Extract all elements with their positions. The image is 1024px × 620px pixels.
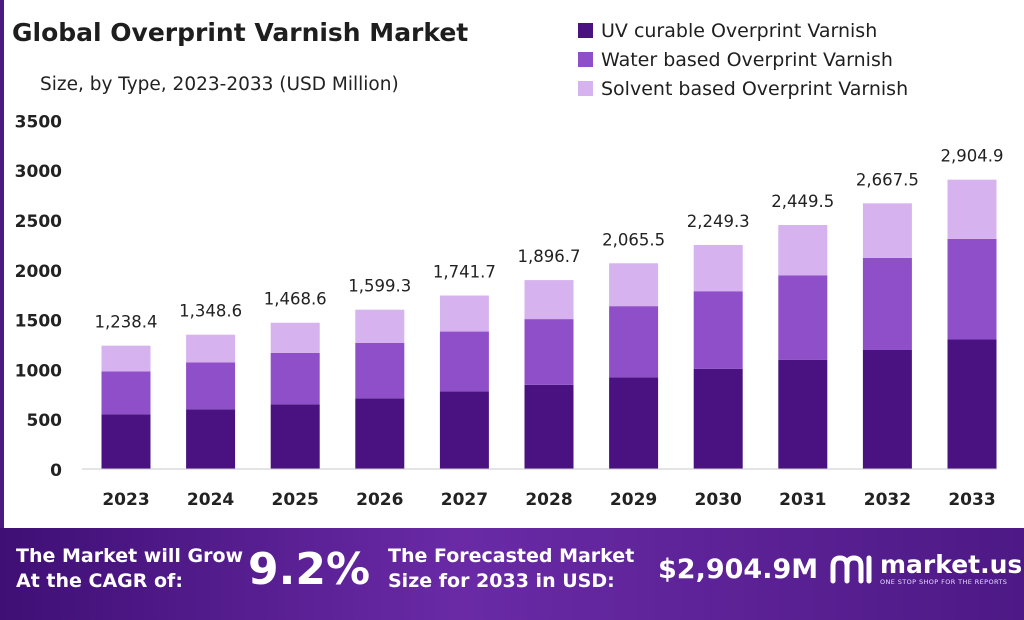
bar-segment-uv [609,377,659,469]
bar-segment-water [524,319,574,385]
legend-label-uv: UV curable Overprint Varnish [601,19,878,42]
x-tick-label: 2027 [441,490,488,510]
legend-swatch-water [578,52,593,67]
total-label: 2,904.9 [941,147,1004,166]
bar-segment-uv [524,384,574,469]
x-tick-label: 2025 [272,490,319,510]
x-tick-label: 2033 [948,490,995,510]
bar-segment-solvent [270,322,320,353]
x-tick-label: 2024 [187,490,234,510]
cagr-label-line2: At the CAGR of: [16,570,183,592]
bar-segment-water [693,291,743,369]
bar-segment-solvent [862,203,912,258]
bar-segment-solvent [947,179,997,239]
bar-segment-water [862,257,912,350]
bar-segment-water [778,275,828,360]
total-label: 2,449.5 [771,192,834,211]
total-label: 1,741.7 [433,263,496,282]
bar-segment-uv [355,398,405,469]
total-label: 1,896.7 [518,247,581,266]
x-tick-label: 2031 [779,490,826,510]
cagr-label-line1: The Market will Grow [16,545,244,567]
bar-segment-solvent [355,309,405,344]
legend-swatch-uv [578,23,593,38]
bar-segment-solvent [693,244,743,292]
y-tick-label: 1500 [15,312,62,332]
legend-item-uv: UV curable Overprint Varnish [578,16,908,45]
legend-swatch-solvent [578,81,593,96]
stacked-bar-chart: 0 500 1000 1500 2000 2500 3000 3500 1,238.4 1,34… [15,112,1004,510]
chart-title: Global Overprint Varnish Market [12,18,469,47]
total-label: 1,468.6 [264,290,327,309]
y-tick-label: 0 [50,461,62,481]
bar-segment-solvent [778,225,828,276]
forecast-label: The Forecasted Market Size for 2033 in U… [388,544,634,594]
total-label: 2,667.5 [856,170,919,189]
chart-subtitle: Size, by Type, 2023-2033 (USD Million) [40,74,399,95]
total-labels: 1,238.4 1,348.6 1,468.6 1,599.3 1,741.7 1,896… [95,147,1004,332]
legend-label-water: Water based Overprint Varnish [601,48,893,71]
bar-segment-uv [270,404,320,469]
market-us-logo-icon [830,555,872,584]
bar-segment-uv [439,391,489,469]
bar-segment-solvent [524,280,574,320]
forecast-label-line2: Size for 2033 in USD: [388,570,615,592]
bar-segment-water [355,343,405,399]
total-label: 1,599.3 [348,277,411,296]
bar-segment-uv [862,349,912,469]
bar-segment-uv [186,409,236,469]
x-tick-label: 2032 [864,490,911,510]
bar-segment-solvent [609,263,659,307]
y-axis: 0 500 1000 1500 2000 2500 3000 3500 [15,112,62,481]
brand-logo[interactable]: market.us ONE STOP SHOP FOR THE REPORTS [830,552,1022,586]
bar-segment-water [270,352,320,405]
cagr-label: The Market will Grow At the CAGR of: [16,544,243,594]
bar-segment-uv [693,368,743,469]
y-tick-label: 2500 [15,212,62,232]
bar-segment-water [609,306,659,378]
brand-tagline: ONE STOP SHOP FOR THE REPORTS [880,578,1008,586]
legend-item-solvent: Solvent based Overprint Varnish [578,74,908,103]
legend: UV curable Overprint Varnish Water based… [578,16,908,103]
bar-segment-water [186,362,236,410]
bar-segment-solvent [101,345,151,372]
x-axis: 2023 2024 2025 2026 2027 2028 2029 2030 2031 2032… [82,468,997,510]
y-tick-label: 3000 [15,162,62,182]
x-tick-label: 2029 [610,490,657,510]
legend-label-solvent: Solvent based Overprint Varnish [601,77,909,100]
y-tick-label: 3500 [15,112,62,132]
bar-segment-water [101,371,151,415]
y-tick-label: 500 [27,411,63,431]
x-tick-label: 2023 [102,490,149,510]
forecast-value: $2,904.9M [658,554,819,585]
bar-segment-solvent [439,295,489,332]
brand-name: market.us [880,550,1023,579]
forecast-label-line1: The Forecasted Market [388,545,635,567]
accent-bar [0,0,4,528]
total-label: 2,065.5 [602,230,665,249]
bar-segment-solvent [186,334,236,363]
total-label: 1,348.6 [179,302,242,321]
bar-segment-uv [947,339,997,469]
bars [101,179,997,469]
bar-segment-water [947,238,997,340]
cagr-value: 9.2% [248,544,371,595]
total-label: 1,238.4 [95,313,158,332]
legend-item-water: Water based Overprint Varnish [578,45,908,74]
bar-segment-uv [778,359,828,469]
y-tick-label: 1000 [15,361,62,381]
bar-segment-uv [101,414,151,469]
bar-segment-water [439,331,489,392]
y-tick-label: 2000 [15,262,62,282]
total-label: 2,249.3 [687,212,750,231]
footer-banner: The Market will Grow At the CAGR of: 9.2… [0,528,1024,620]
x-tick-label: 2028 [525,490,572,510]
brand-text: market.us ONE STOP SHOP FOR THE REPORTS [880,550,1023,587]
x-tick-label: 2026 [356,490,403,510]
x-tick-label: 2030 [695,490,742,510]
